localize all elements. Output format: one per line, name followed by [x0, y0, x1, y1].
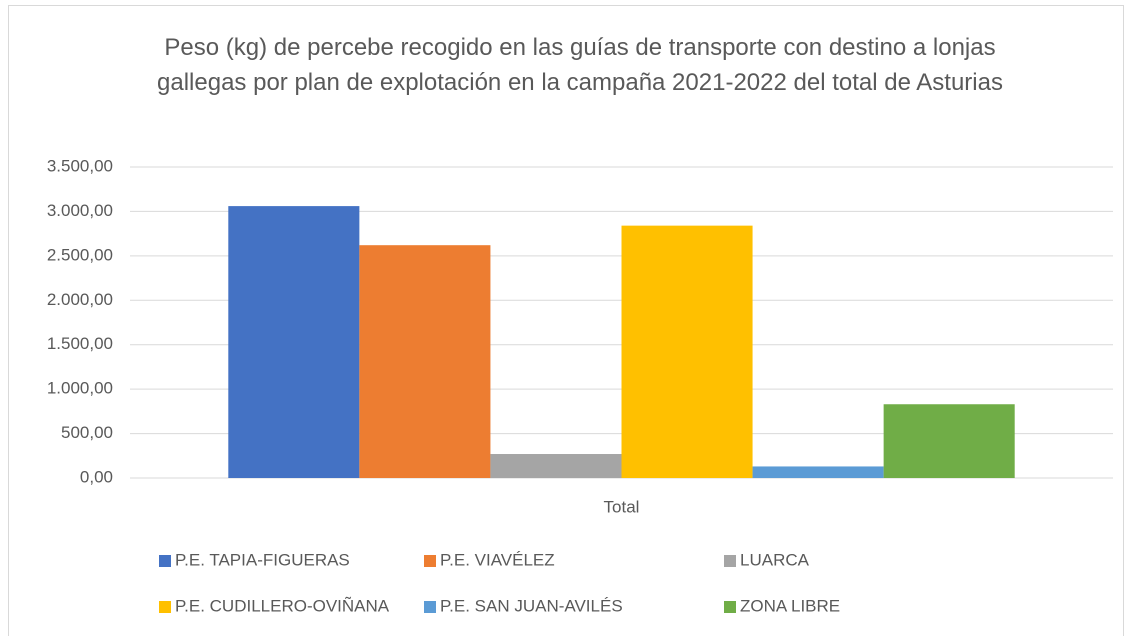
legend-label: P.E. VIAVÉLEZ — [440, 550, 555, 569]
legend-marker — [424, 555, 436, 567]
legend-label: P.E. TAPIA-FIGUERAS — [175, 550, 350, 569]
x-tick-label: Total — [604, 497, 640, 516]
y-tick-label: 1.000,00 — [47, 379, 113, 398]
y-tick-label: 2.500,00 — [47, 245, 113, 264]
bar — [490, 454, 622, 478]
legend-label: P.E. CUDILLERO-OVIÑANA — [175, 596, 390, 615]
legend-label: P.E. SAN JUAN-AVILÉS — [440, 596, 623, 615]
y-tick-label: 2.000,00 — [47, 290, 113, 309]
legend-marker — [724, 601, 736, 613]
chart-title: Peso (kg) de percebe recogido en las guí… — [157, 34, 1003, 96]
bar — [752, 466, 884, 478]
y-tick-label: 0,00 — [80, 467, 113, 486]
bar — [359, 245, 491, 478]
y-tick-label: 500,00 — [61, 423, 113, 442]
legend-marker — [724, 555, 736, 567]
legend-label: ZONA LIBRE — [740, 596, 840, 615]
legend-marker — [159, 601, 171, 613]
y-tick-label: 1.500,00 — [47, 334, 113, 353]
bar — [228, 206, 360, 478]
chart-border — [8, 5, 1124, 636]
y-tick-label: 3.000,00 — [47, 201, 113, 220]
legend-marker — [159, 555, 171, 567]
y-tick-label: 3.500,00 — [47, 156, 113, 175]
bar — [883, 404, 1015, 478]
legend-label: LUARCA — [740, 550, 810, 569]
legend-marker — [424, 601, 436, 613]
bar — [621, 225, 753, 478]
